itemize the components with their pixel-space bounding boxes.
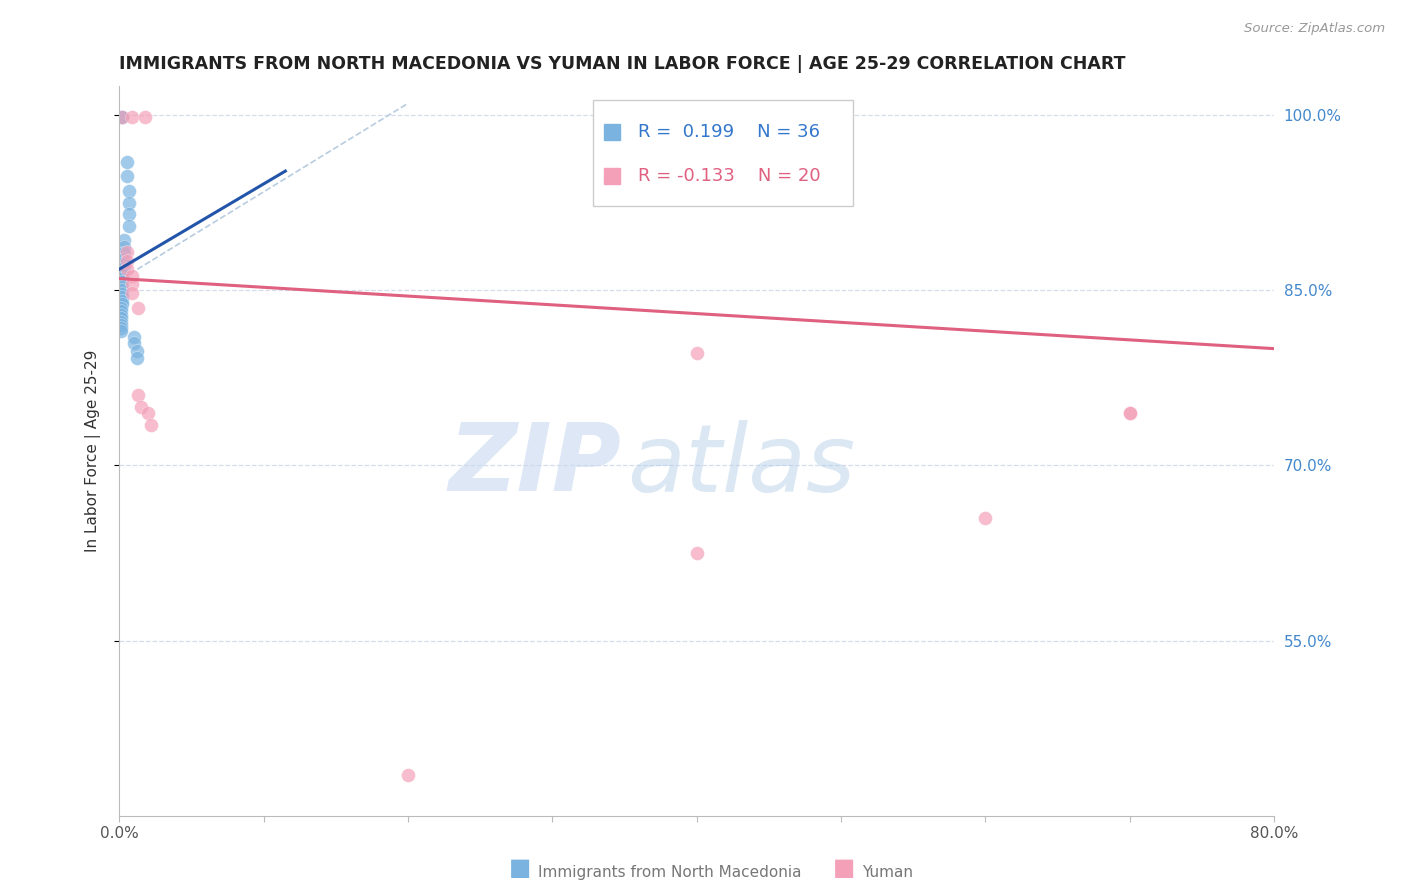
Text: Yuman: Yuman (862, 865, 912, 880)
Text: ■: ■ (832, 856, 855, 880)
Text: IMMIGRANTS FROM NORTH MACEDONIA VS YUMAN IN LABOR FORCE | AGE 25-29 CORRELATION : IMMIGRANTS FROM NORTH MACEDONIA VS YUMAN… (120, 55, 1126, 73)
Text: atlas: atlas (627, 420, 856, 511)
Text: ZIP: ZIP (449, 419, 621, 511)
Text: Source: ZipAtlas.com: Source: ZipAtlas.com (1244, 22, 1385, 36)
Text: Immigrants from North Macedonia: Immigrants from North Macedonia (538, 865, 801, 880)
Text: R = -0.133    N = 20: R = -0.133 N = 20 (638, 167, 821, 185)
Text: ■: ■ (509, 856, 531, 880)
Y-axis label: In Labor Force | Age 25-29: In Labor Force | Age 25-29 (86, 350, 101, 552)
Text: R =  0.199    N = 36: R = 0.199 N = 36 (638, 123, 820, 141)
FancyBboxPatch shape (593, 101, 852, 206)
